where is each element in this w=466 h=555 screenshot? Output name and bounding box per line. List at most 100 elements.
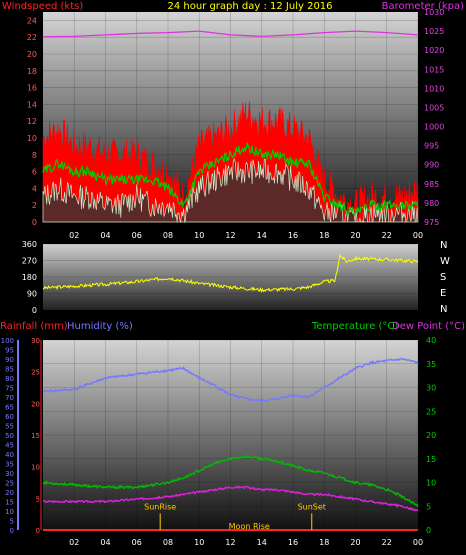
direction-tick-label: 180 [22,273,37,282]
temperature-tick-label: 10 [426,479,436,488]
x-tick-label: 10 [194,538,204,547]
humidity-tick-label: 75 [5,385,14,393]
humidity-tick-label: 25 [5,480,14,488]
humidity-tick-label: 40 [5,451,14,459]
baro-tick-label: 995 [424,142,439,151]
x-tick-label: 04 [100,231,110,240]
rain-tick-label: 5 [36,495,40,503]
x-tick-label: 06 [132,538,142,547]
humidity-tick-label: 5 [10,518,14,526]
compass-label: W [440,256,450,267]
chart-title: 24 hour graph day : 12 July 2016 [167,1,332,12]
humidity-tick-label: 50 [5,432,14,440]
wind-tick-label: 18 [27,67,37,76]
baro-tick-label: 1015 [424,65,444,74]
wind-average-series [42,142,419,217]
x-tick-label: 10 [194,231,204,240]
x-tick-label: 18 [319,231,329,240]
baro-tick-label: 975 [424,218,439,227]
humidity-tick-label: 65 [5,404,14,412]
x-tick-label: 22 [382,538,392,547]
x-tick-label: 04 [100,538,110,547]
wind-tick-label: 12 [27,117,37,126]
x-tick-label: 14 [257,231,267,240]
humidity-axis-label: Humidity (%) [67,321,133,332]
temperature-tick-label: 0 [426,526,431,535]
baro-tick-label: 1020 [424,46,444,55]
humidity-tick-label: 95 [5,347,14,355]
wind-tick-label: 2 [32,201,37,210]
wind-tick-label: 24 [27,16,37,25]
x-tick-label: 16 [288,538,298,547]
humidity-tick-label: 80 [5,375,14,383]
x-tick-label: 00 [413,231,423,240]
temperature-tick-label: 20 [426,431,436,440]
wind-lull-series [42,158,419,224]
rain-tick-label: 25 [31,369,40,377]
humidity-tick-label: 35 [5,461,14,469]
rain-tick-label: 30 [31,337,40,345]
wind-tick-label: 8 [32,151,37,160]
direction-panel-bg [43,244,418,310]
humidity-tick-label: 15 [5,499,14,507]
x-tick-label: 20 [350,231,360,240]
humidity-tick-label: 0 [10,527,14,535]
x-tick-label: 16 [288,231,298,240]
rainfall-axis-label: Rainfall (mm) [0,321,68,332]
temperature-axis-label: Temperature (°C) [311,321,398,332]
humidity-tick-label: 10 [5,508,14,516]
x-tick-label: 12 [225,231,235,240]
direction-tick-label: 360 [22,240,37,249]
humidity-tick-label: 90 [5,356,14,364]
temperature-tick-label: 25 [426,407,436,416]
x-tick-label: 12 [225,538,235,547]
direction-tick-label: 270 [22,257,37,266]
event-label: SunRise [144,503,176,512]
event-label: SunSet [298,503,326,512]
dewpoint-series [42,485,419,512]
temperature-tick-label: 5 [426,502,431,511]
wind-tick-label: 14 [27,100,37,109]
rain-tick-label: 15 [31,432,40,440]
x-tick-label: 08 [163,231,173,240]
windspeed-axis-label: Windspeed (kts) [2,1,83,12]
humidity-tick-label: 30 [5,470,14,478]
baro-tick-label: 985 [424,180,439,189]
temperature-tick-label: 35 [426,360,436,369]
x-tick-label: 18 [319,538,329,547]
event-label: Moon Rise [229,522,270,531]
wind-tick-label: 10 [27,134,37,143]
baro-tick-label: 1005 [424,103,444,112]
baro-tick-label: 1030 [424,8,444,17]
wind-tick-label: 0 [32,218,37,227]
rain-tick-label: 10 [31,464,40,472]
temperature-tick-label: 15 [426,455,436,464]
wind-tick-label: 20 [27,50,37,59]
x-tick-label: 06 [132,231,142,240]
wind-tick-label: 4 [32,184,37,193]
x-tick-label: 14 [257,538,267,547]
temperature-tick-label: 40 [426,336,436,345]
rain-tick-label: 0 [36,527,40,535]
rain-tick-label: 20 [31,400,40,408]
wind-direction-series [42,253,419,293]
x-tick-label: 00 [413,538,423,547]
humidity-tick-label: 45 [5,442,14,450]
compass-label: N [440,240,447,251]
direction-tick-label: 90 [27,290,37,299]
baro-tick-label: 990 [424,161,439,170]
compass-label: S [440,272,446,283]
wind-tick-label: 22 [27,33,37,42]
humidity-series [42,357,419,403]
x-tick-label: 02 [69,231,79,240]
x-tick-label: 08 [163,538,173,547]
x-tick-label: 02 [69,538,79,547]
wind-tick-label: 6 [32,168,37,177]
temperature-series [42,454,419,508]
compass-label: N [440,304,447,315]
dewpoint-axis-label: Dew Point (°C) [392,321,465,332]
barometer-axis-label: Barometer (kpa) [382,1,464,12]
humidity-tick-label: 85 [5,366,14,374]
barometer-series [42,30,419,38]
